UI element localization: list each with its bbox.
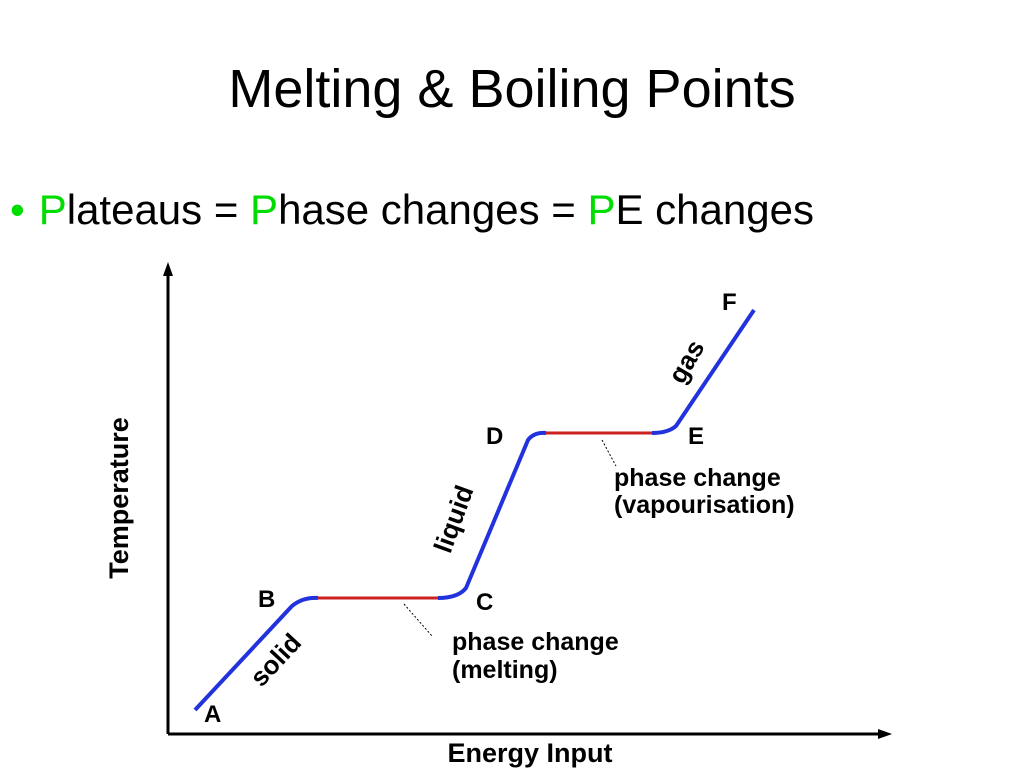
leader-vapourisation — [601, 439, 617, 467]
bullet-part-4: hase changes = — [278, 186, 588, 233]
bullet-marker: • — [10, 186, 25, 233]
segment-label-gas: gas — [662, 335, 710, 389]
point-label-d: D — [486, 423, 503, 450]
point-label-c: C — [476, 589, 493, 616]
point-label-a: A — [204, 701, 221, 728]
y-axis-label: Temperature — [104, 417, 134, 579]
slide-title: Melting & Boiling Points — [228, 59, 796, 119]
annotation-melting-line1: phase change — [452, 628, 619, 656]
annotation-vapour-line2: (vapourisation) — [614, 491, 795, 519]
annotation-vapour-line1: phase change — [614, 464, 781, 492]
segment-gas — [651, 308, 756, 435]
bullet-line: • Plateaus = Phase changes = PE changes — [10, 186, 814, 234]
segment-solid — [193, 595, 319, 712]
bullet-part-6: E changes — [615, 186, 814, 233]
x-axis-label: Energy Input — [447, 738, 612, 768]
bullet-part-5: P — [587, 186, 616, 233]
segment-liquid — [437, 430, 547, 600]
bullet-part-1: P — [38, 186, 67, 233]
leader-melting — [403, 603, 433, 637]
point-label-e: E — [688, 423, 704, 450]
y-axis-arrow-icon — [163, 262, 173, 276]
point-label-f: F — [722, 289, 737, 316]
x-axis-arrow-icon — [878, 729, 892, 739]
point-label-b: B — [258, 586, 275, 613]
annotation-melting-line2: (melting) — [452, 656, 558, 684]
bullet-part-2: lateaus = — [66, 186, 251, 233]
segment-label-solid: solid — [244, 627, 307, 692]
bullet-part-3: P — [250, 186, 279, 233]
segment-label-liquid: liquid — [428, 481, 480, 556]
